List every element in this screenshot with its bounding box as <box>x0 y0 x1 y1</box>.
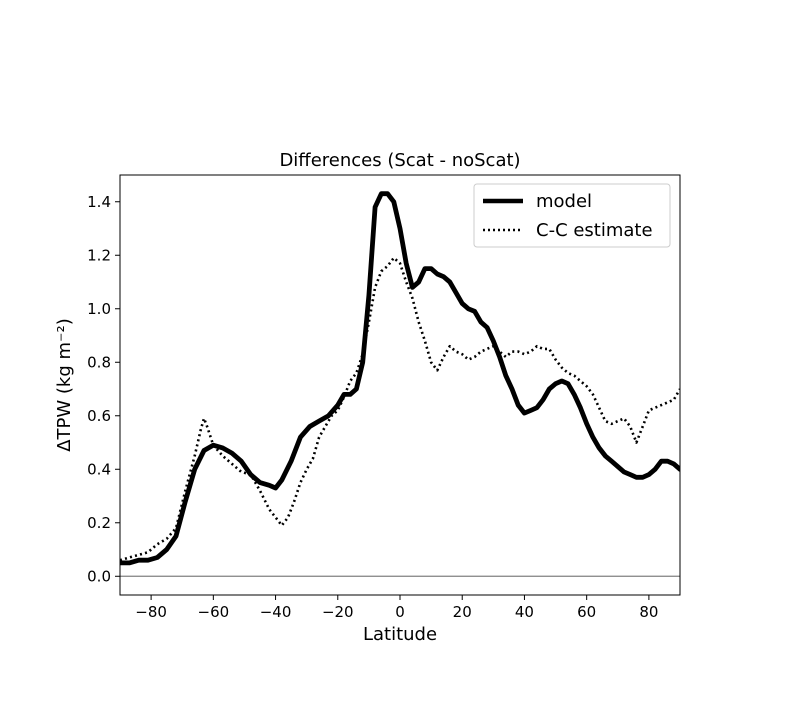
legend-label-cc-estimate: C-C estimate <box>536 220 653 241</box>
legend-label-model: model <box>536 191 592 212</box>
x-tick-label: 60 <box>577 603 596 621</box>
ticks-layer: −80 −60 −40 −20 0 20 40 60 80 0.0 0.2 0.4 0.6 0.8 1.0 1… <box>87 193 658 621</box>
legend: model C-C estimate <box>473 183 671 248</box>
y-tick-label: 1.2 <box>87 246 111 264</box>
x-tick-label: −80 <box>135 603 167 621</box>
x-tick-label: 0 <box>395 603 405 621</box>
x-tick-label: 80 <box>639 603 658 621</box>
x-axis-label: Latitude <box>363 624 437 645</box>
x-tick-label: −40 <box>260 603 292 621</box>
y-tick-label: 0.0 <box>87 567 111 585</box>
series-line-model <box>120 191 680 566</box>
y-tick-label: 0.4 <box>87 460 111 478</box>
x-tick-label: 20 <box>453 603 472 621</box>
series-layer <box>120 191 680 577</box>
x-tick-label: 40 <box>515 603 534 621</box>
plot-frame <box>119 174 681 596</box>
x-tick-label: −60 <box>198 603 230 621</box>
y-tick-label: 0.8 <box>87 353 111 371</box>
chart-title: Differences (Scat - noScat) <box>279 150 520 171</box>
y-tick-label: 1.4 <box>87 193 111 211</box>
series-line-c-c-estimate <box>120 256 680 562</box>
y-tick-label: 0.2 <box>87 514 111 532</box>
y-axis-label: ΔTPW (kg m⁻²) <box>54 318 75 452</box>
y-tick-label: 0.6 <box>87 407 111 425</box>
x-tick-label: −20 <box>322 603 354 621</box>
y-tick-label: 1.0 <box>87 300 111 318</box>
